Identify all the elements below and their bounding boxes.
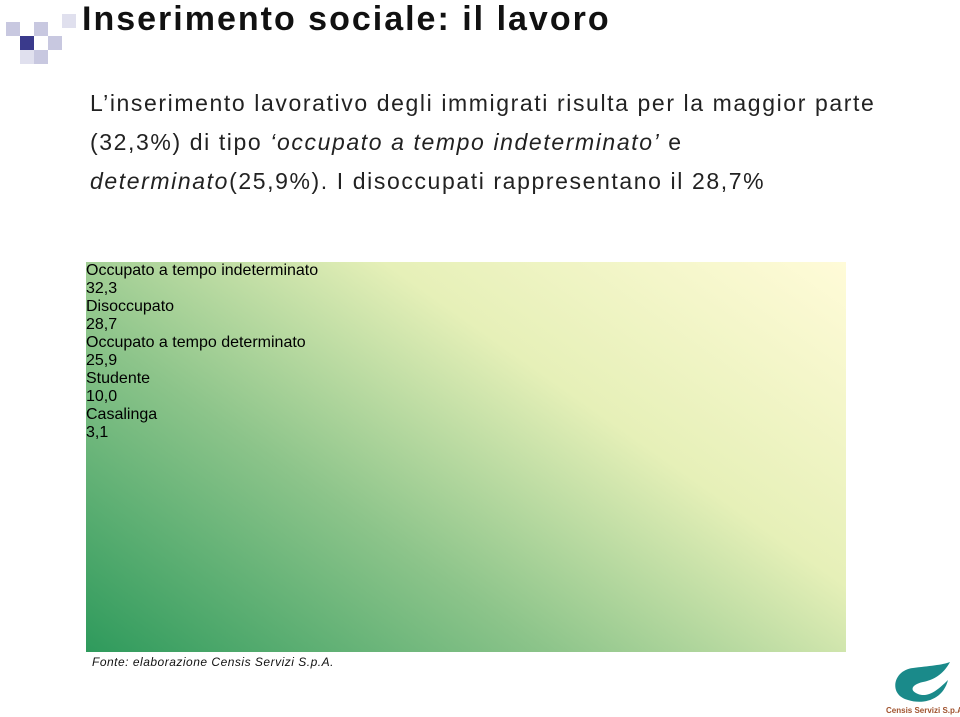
- decoration: [6, 14, 76, 64]
- category-label: Disoccupato: [86, 298, 175, 315]
- text-run: determinato: [90, 168, 230, 194]
- logo-text: Censis Servizi S.p.A.: [886, 706, 960, 715]
- category-label: Studente: [86, 370, 151, 387]
- slide-title: Inserimento sociale: il lavoro: [82, 0, 611, 38]
- value-label: 3,1: [86, 424, 109, 441]
- text-run: L’inserimento lavorativo degli immigrati…: [90, 90, 876, 155]
- category-label: Occupato a tempo indeterminato: [86, 262, 319, 279]
- paragraph: L’inserimento lavorativo degli immigrati…: [90, 84, 880, 201]
- source-note: Fonte: elaborazione Censis Servizi S.p.A…: [92, 655, 334, 669]
- logo-mark: [895, 662, 950, 702]
- chart: Occupato a tempo indeterminato 32,3 Disocc…: [86, 262, 846, 652]
- value-label: 25,9: [86, 352, 118, 369]
- text-run: ‘occupato a tempo indeterminato’: [270, 129, 661, 155]
- value-label: 28,7: [86, 316, 118, 333]
- text-run: e: [660, 129, 683, 155]
- text-run: (25,9%). I disoccupati rappresentano il …: [229, 168, 766, 194]
- category-label: Casalinga: [86, 406, 158, 423]
- value-label: 10,0: [86, 388, 118, 405]
- value-label: 32,3: [86, 280, 118, 297]
- category-label: Occupato a tempo determinato: [86, 334, 306, 351]
